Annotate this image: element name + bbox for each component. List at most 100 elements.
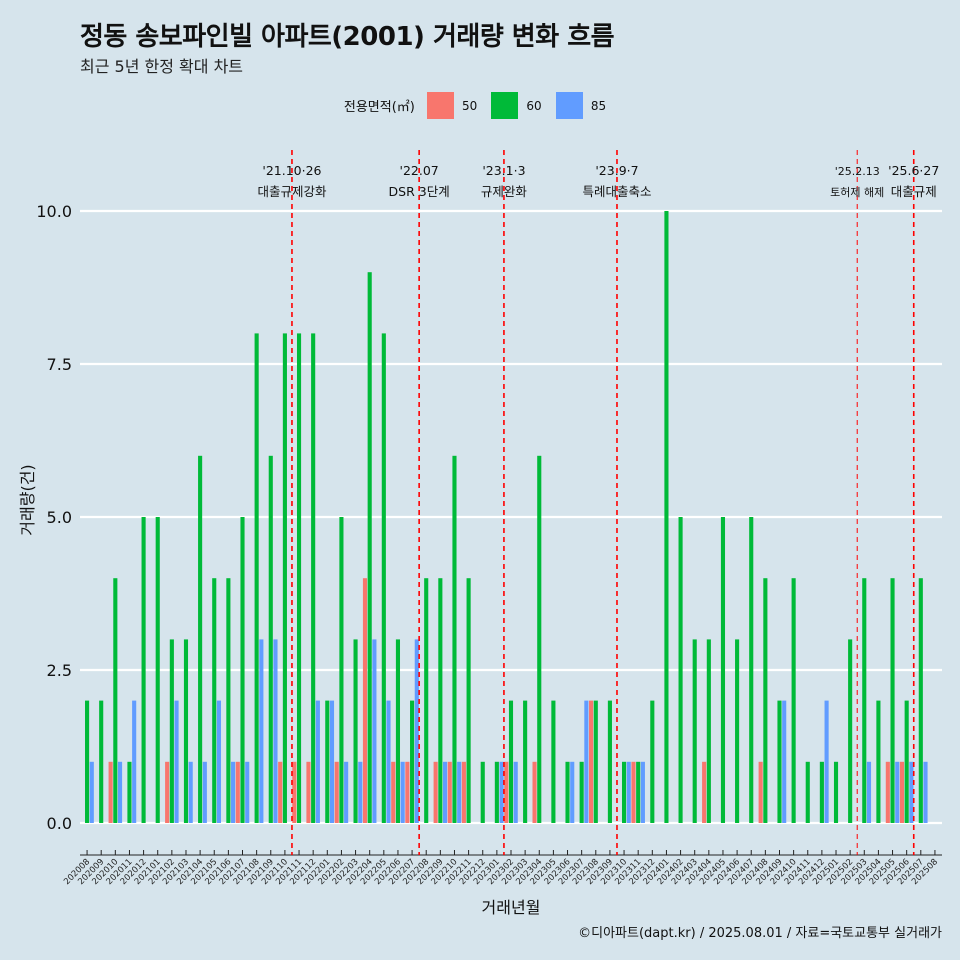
bar-60-202407 (749, 517, 754, 823)
bar-60-202501 (833, 761, 839, 823)
event-name-label: 토허제 해제 (830, 185, 884, 199)
event-date-label: '22.07 (400, 163, 439, 178)
bar-60-202011 (127, 761, 132, 823)
bar-50-202204 (362, 578, 368, 823)
bar-50-202206 (391, 761, 396, 823)
bar-50-202207 (405, 761, 410, 823)
bar-85-202302 (513, 761, 518, 823)
bar-60-202411 (805, 761, 810, 823)
bar-50-202202 (334, 761, 339, 823)
bar-60-202301 (494, 761, 499, 823)
bar-60-202203 (353, 639, 358, 823)
bar-60-202402 (678, 517, 683, 823)
bar-60-202205 (381, 333, 386, 823)
bar-85-202306 (570, 761, 575, 823)
legend-item-85: 85 (555, 92, 606, 119)
chart-subtitle: 최근 5년 한정 확대 차트 (80, 57, 244, 76)
bar-60-202104 (198, 455, 203, 823)
bar-85-202311 (640, 761, 645, 823)
bar-60-202504 (876, 700, 881, 823)
bar-85-202104 (202, 761, 207, 823)
bar-60-202406 (735, 639, 740, 823)
bar-50-202210 (447, 761, 452, 823)
bar-60-202302 (508, 700, 514, 823)
bar-60-202009 (99, 700, 104, 823)
bar-85-202202 (344, 761, 349, 823)
bar-50-202304 (532, 761, 537, 823)
bar-85-202210 (457, 761, 462, 823)
bar-60-202103 (183, 639, 189, 823)
bar-60-202503 (862, 578, 867, 823)
bar-85-202201 (329, 700, 335, 823)
bar-60-202112 (311, 333, 316, 823)
y-tick-label: 5.0 (47, 508, 72, 527)
y-tick-label: 7.5 (47, 355, 72, 374)
legend-item-60: 60 (491, 92, 542, 119)
bar-60-202502 (848, 639, 853, 823)
bar-85-202109 (273, 639, 278, 823)
bar-50-202102 (165, 761, 170, 823)
bar-50-202010 (108, 761, 113, 823)
y-axis-title: 거래량(건) (18, 464, 37, 535)
bar-50-202506 (899, 761, 905, 823)
bar-60-202401 (664, 211, 669, 823)
event-date-label: '21.10·26 (262, 163, 321, 178)
bar-60-202107 (240, 517, 245, 823)
bar-50-202505 (885, 761, 890, 823)
bar-50-202107 (235, 761, 240, 823)
legend-item-50: 50 (427, 92, 477, 119)
event-date-label: '23.1·3 (482, 163, 525, 178)
bar-60-202303 (523, 700, 528, 823)
bar-60-202111 (296, 333, 302, 823)
y-tick-label: 10.0 (36, 202, 72, 221)
bar-60-202010 (113, 578, 118, 823)
bar-85-202103 (188, 761, 193, 823)
bar-60-202403 (692, 639, 697, 823)
bar-60-202405 (720, 517, 726, 823)
event-name-label: 특례대출축소 (582, 184, 651, 199)
bar-60-202311 (636, 761, 641, 823)
bar-60-202207 (410, 700, 415, 823)
bar-85-202010 (117, 761, 123, 823)
bar-60-202012 (141, 517, 146, 823)
bar-60-202210 (452, 455, 457, 823)
event-name-label: 대출규제강화 (257, 184, 327, 199)
bar-50-202308 (589, 700, 594, 823)
bar-85-202307 (584, 700, 589, 823)
bar-60-202408 (763, 578, 768, 823)
event-name-label: 규제완화 (481, 184, 528, 199)
bar-60-202106 (226, 578, 231, 823)
bar-85-202106 (231, 761, 236, 823)
bar-50-202209 (433, 761, 438, 823)
bar-85-202507 (923, 761, 928, 823)
bar-85-202008 (89, 761, 94, 823)
bar-85-202205 (386, 700, 391, 823)
bar-50-202408 (758, 761, 763, 823)
legend-label-50: 50 (462, 98, 478, 113)
bar-85-202506 (909, 761, 914, 823)
bar-60-202505 (890, 578, 895, 823)
bar-60-202206 (395, 639, 401, 823)
bar-60-202105 (212, 578, 217, 823)
bar-85-202112 (315, 700, 320, 823)
bar-85-202412 (824, 700, 829, 823)
legend-title: 전용면적(㎡) (343, 100, 415, 115)
x-axis-title: 거래년월 (482, 898, 541, 917)
bar-60-202008 (85, 700, 90, 823)
y-tick-label: 2.5 (47, 661, 72, 680)
bar-60-202310 (621, 761, 627, 823)
bar-85-202203 (358, 761, 363, 823)
bar-60-202109 (268, 455, 273, 823)
legend-swatch-50 (427, 92, 454, 119)
bar-85-202503 (866, 761, 872, 823)
bar-60-202306 (565, 761, 570, 823)
event-name-label: DSR 3단계 (389, 184, 450, 199)
bar-60-202201 (325, 700, 330, 823)
bar-60-202202 (339, 517, 344, 823)
bar-50-202112 (306, 761, 311, 823)
bar-50-202311 (631, 761, 636, 823)
event-date-label: '23.9·7 (595, 163, 638, 178)
bar-85-202011 (132, 700, 137, 823)
bar-60-202404 (706, 639, 711, 823)
bar-60-202312 (650, 700, 655, 823)
